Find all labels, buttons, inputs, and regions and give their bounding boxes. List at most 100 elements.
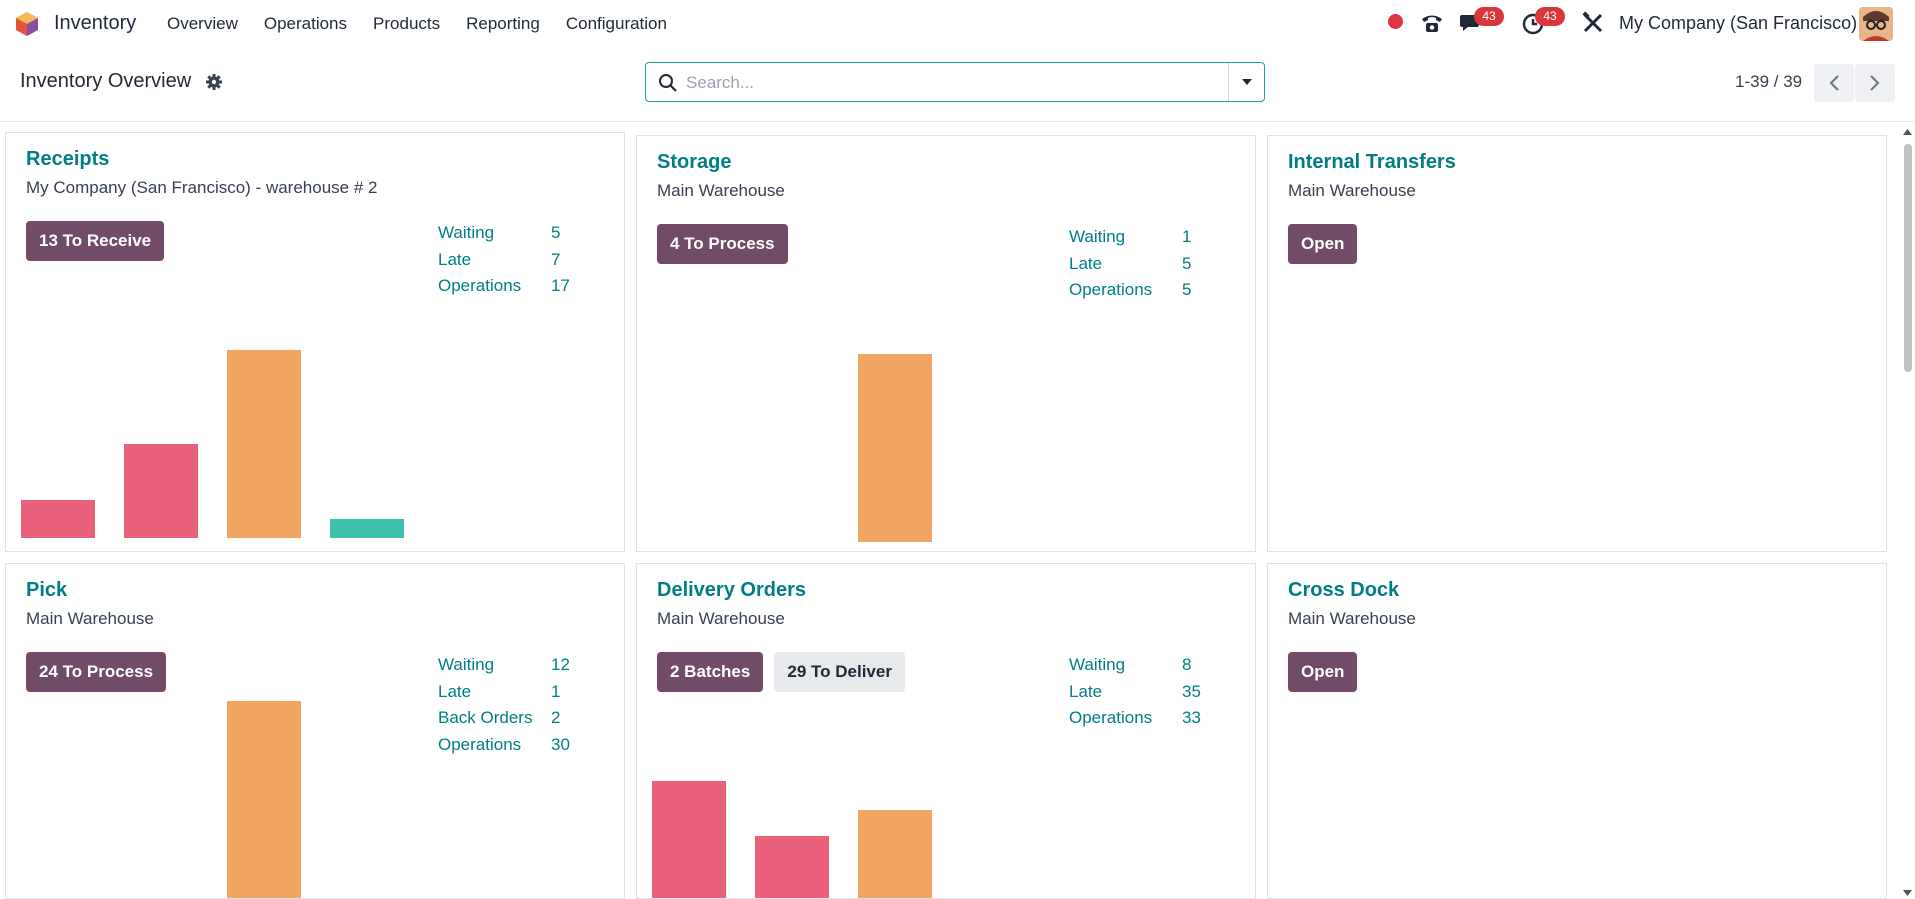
card-title[interactable]: Internal Transfers	[1288, 151, 1456, 173]
card-action-button[interactable]: 4 To Process	[657, 224, 788, 264]
pager-previous-button[interactable]	[1814, 64, 1854, 102]
stat-label[interactable]: Late	[438, 681, 472, 701]
recording-indicator-icon[interactable]	[1388, 14, 1403, 29]
card-graph[interactable]	[6, 133, 426, 538]
graph-bar[interactable]	[124, 444, 198, 538]
card-subtitle: My Company (San Francisco) - warehouse #…	[26, 178, 378, 197]
card-action-button[interactable]: 24 To Process	[26, 652, 167, 692]
app-name[interactable]: Inventory	[54, 12, 137, 34]
card-title[interactable]: Cross Dock	[1288, 579, 1400, 601]
card-subtitle: Main Warehouse	[1288, 609, 1416, 628]
messages-count-badge: 43	[1474, 7, 1504, 26]
scrollbar-thumb[interactable]	[1904, 144, 1912, 372]
stat-value[interactable]: 5	[1182, 253, 1192, 273]
graph-bar[interactable]	[330, 519, 404, 538]
stat-value[interactable]: 1	[1182, 227, 1192, 246]
stat-value[interactable]: 1	[551, 681, 561, 701]
graph-bar[interactable]	[227, 701, 301, 898]
card-graph[interactable]	[637, 136, 1057, 542]
stat-label[interactable]: Waiting	[438, 655, 495, 674]
scroll-down-icon[interactable]	[1900, 887, 1915, 899]
stat-row[interactable]: Late 35	[1069, 679, 1201, 706]
card-title[interactable]: Delivery Orders	[657, 579, 806, 601]
card-action-button[interactable]: 29 To Deliver	[774, 652, 905, 692]
stat-row[interactable]: Waiting 5	[438, 220, 570, 247]
stat-row[interactable]: Late 7	[438, 247, 570, 274]
search-options-toggle[interactable]	[1228, 63, 1264, 101]
pager-next-button[interactable]	[1855, 64, 1895, 102]
card-title[interactable]: Storage	[657, 151, 732, 173]
graph-bar[interactable]	[858, 810, 932, 898]
graph-bar[interactable]	[858, 354, 932, 542]
menu-reporting[interactable]: Reporting	[466, 14, 540, 33]
stat-row[interactable]: Late 5	[1069, 251, 1191, 278]
card-subtitle: Main Warehouse	[657, 609, 785, 628]
card-action-button[interactable]: Open	[1288, 224, 1358, 264]
card-graph[interactable]	[6, 564, 426, 898]
stat-row[interactable]: Operations 33	[1069, 705, 1201, 732]
stat-row[interactable]: Operations 17	[438, 273, 570, 300]
stat-label[interactable]: Operations	[1069, 708, 1153, 727]
stat-value[interactable]: 5	[551, 223, 561, 242]
graph-bar[interactable]	[227, 350, 301, 538]
stat-label[interactable]: Late	[1069, 253, 1103, 273]
stat-value[interactable]: 35	[1182, 681, 1201, 701]
stat-row[interactable]: Waiting 1	[1069, 224, 1191, 251]
stat-value[interactable]: 2	[551, 708, 561, 727]
card-stats: Waiting 5 Late 7 Operations 17	[438, 220, 570, 300]
card-graph[interactable]	[637, 564, 1057, 898]
card-title[interactable]: Receipts	[26, 148, 110, 170]
gear-icon[interactable]	[205, 73, 223, 91]
search-bar	[645, 62, 1265, 102]
inventory-app-icon[interactable]	[14, 11, 40, 37]
stat-label[interactable]: Waiting	[1069, 227, 1126, 246]
activities-count-badge: 43	[1535, 7, 1565, 26]
company-switcher[interactable]: My Company (San Francisco)	[1619, 13, 1858, 33]
card-cross-dock: Cross Dock Main Warehouse Open	[1267, 563, 1887, 899]
stat-row[interactable]: Operations 30	[438, 732, 570, 759]
stat-label[interactable]: Operations	[438, 734, 522, 754]
stat-label[interactable]: Back Orders	[438, 708, 533, 727]
graph-bar[interactable]	[652, 781, 726, 898]
search-input[interactable]	[686, 71, 1206, 95]
main-menu: Overview Operations Products Reporting C…	[167, 14, 693, 34]
card-action-button[interactable]: 13 To Receive	[26, 221, 165, 261]
stat-value[interactable]: 7	[551, 249, 561, 269]
card-storage: Storage Main Warehouse 4 To Process Waiting…	[636, 135, 1256, 552]
graph-bar[interactable]	[755, 836, 829, 898]
card-title[interactable]: Pick	[26, 579, 68, 601]
menu-configuration[interactable]: Configuration	[565, 14, 667, 33]
scrollbar[interactable]	[1900, 122, 1915, 899]
stat-label[interactable]: Late	[1069, 681, 1103, 701]
stat-row[interactable]: Waiting 8	[1069, 652, 1201, 679]
stat-value[interactable]: 12	[551, 655, 570, 674]
graph-bar[interactable]	[21, 500, 95, 538]
stat-row[interactable]: Waiting 12	[438, 652, 570, 679]
stat-value[interactable]: 33	[1182, 708, 1201, 727]
user-avatar[interactable]	[1859, 7, 1893, 41]
menu-operations[interactable]: Operations	[263, 14, 348, 33]
pager-value[interactable]: 1-39 / 39	[1735, 72, 1803, 91]
card-action-button[interactable]: Open	[1288, 652, 1358, 692]
stat-label[interactable]: Waiting	[1069, 655, 1126, 674]
chevron-left-icon	[1829, 75, 1839, 91]
card-receipts: Receipts My Company (San Francisco) - war…	[5, 132, 625, 552]
menu-overview[interactable]: Overview	[167, 14, 238, 33]
stat-label[interactable]: Operations	[438, 276, 522, 295]
stat-value[interactable]: 17	[551, 276, 570, 295]
stat-label[interactable]: Waiting	[438, 223, 495, 242]
stat-value[interactable]: 30	[551, 734, 570, 754]
stat-value[interactable]: 8	[1182, 655, 1192, 674]
tools-icon[interactable]	[1580, 10, 1606, 36]
scroll-up-icon[interactable]	[1900, 126, 1915, 138]
menu-products[interactable]: Products	[373, 14, 441, 33]
stat-value[interactable]: 5	[1182, 280, 1192, 299]
stat-row[interactable]: Operations 5	[1069, 277, 1191, 304]
stat-row[interactable]: Back Orders 2	[438, 705, 570, 732]
stat-label[interactable]: Late	[438, 249, 472, 269]
stat-label[interactable]: Operations	[1069, 280, 1153, 299]
card-action-button[interactable]: 2 Batches	[657, 652, 764, 692]
card-delivery-orders: Delivery Orders Main Warehouse 2 Batches 29…	[636, 563, 1256, 899]
phone-icon[interactable]	[1419, 10, 1445, 36]
stat-row[interactable]: Late 1	[438, 679, 570, 706]
